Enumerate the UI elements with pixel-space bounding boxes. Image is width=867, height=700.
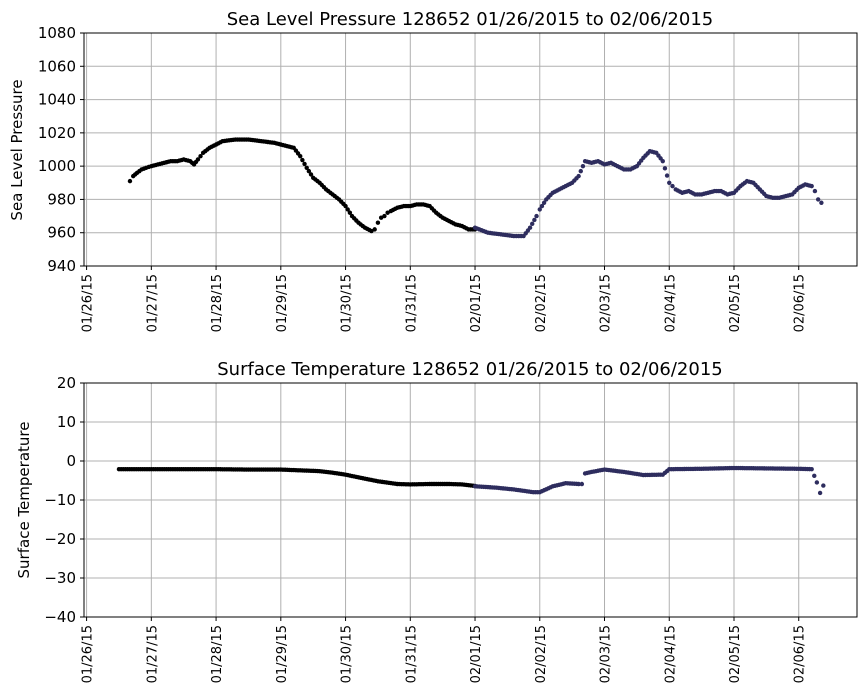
y-tick-label: 1020 bbox=[38, 124, 76, 142]
x-tick-label: 02/03/15 bbox=[599, 274, 614, 332]
series-2 bbox=[472, 465, 826, 496]
data-point bbox=[812, 188, 818, 194]
y-axis-label: Sea Level Pressure bbox=[8, 79, 26, 220]
x-tick-label: 01/29/15 bbox=[275, 274, 290, 332]
x-tick-label: 01/28/15 bbox=[210, 625, 225, 683]
data-point bbox=[532, 217, 537, 223]
x-tick-label: 02/03/15 bbox=[599, 625, 614, 683]
x-tick-label: 01/26/15 bbox=[81, 274, 96, 332]
x-tick-label: 01/30/15 bbox=[340, 274, 355, 332]
y-tick-label: −30 bbox=[44, 569, 76, 587]
data-point bbox=[372, 227, 377, 232]
data-point bbox=[578, 168, 583, 174]
x-tick-label: 02/01/15 bbox=[469, 274, 484, 332]
sea-level-pressure-chart: Sea Level Pressure 128652 01/26/2015 to … bbox=[8, 9, 858, 332]
data-point bbox=[819, 200, 824, 205]
x-tick-label: 02/06/15 bbox=[793, 274, 808, 332]
data-point bbox=[664, 173, 670, 178]
plot-frame bbox=[83, 32, 858, 267]
data-point bbox=[537, 207, 542, 212]
data-point bbox=[343, 203, 348, 209]
x-tick-label: 02/02/15 bbox=[534, 625, 549, 683]
series-1 bbox=[127, 137, 478, 234]
data-point bbox=[579, 481, 585, 487]
surface-temperature-chart: Surface Temperature 128652 01/26/2015 to… bbox=[15, 359, 858, 683]
y-tick-label: 1080 bbox=[38, 24, 76, 42]
data-point bbox=[809, 183, 814, 189]
y-tick-label: 20 bbox=[57, 374, 76, 392]
data-point bbox=[534, 213, 539, 219]
y-tick-label: 1060 bbox=[38, 57, 76, 75]
data-point bbox=[345, 207, 350, 212]
data-point bbox=[812, 473, 817, 479]
data-point bbox=[539, 203, 545, 209]
data-point bbox=[302, 161, 307, 167]
data-point bbox=[817, 490, 823, 496]
x-tick-label: 02/05/15 bbox=[728, 625, 743, 683]
y-tick-label: −40 bbox=[44, 608, 76, 626]
x-tick-label: 01/28/15 bbox=[210, 274, 225, 332]
y-tick-label: 980 bbox=[47, 190, 76, 208]
y-tick-label: 1040 bbox=[38, 91, 76, 109]
data-point bbox=[662, 166, 668, 171]
x-tick-label: 01/30/15 bbox=[340, 625, 355, 683]
series-1 bbox=[116, 466, 478, 489]
data-point bbox=[670, 183, 675, 189]
y-tick-label: −20 bbox=[44, 530, 76, 548]
x-tick-label: 01/26/15 bbox=[81, 625, 96, 683]
data-point bbox=[530, 221, 535, 227]
data-point bbox=[815, 197, 821, 202]
data-point bbox=[308, 172, 314, 177]
data-point bbox=[298, 153, 303, 159]
x-tick-label: 02/01/15 bbox=[469, 625, 484, 683]
x-tick-label: 01/31/15 bbox=[404, 274, 419, 332]
data-point bbox=[580, 163, 586, 169]
data-point bbox=[304, 165, 309, 171]
data-point bbox=[527, 225, 533, 230]
data-point bbox=[660, 158, 665, 164]
data-point bbox=[195, 157, 201, 162]
data-point bbox=[576, 481, 581, 487]
y-tick-label: 10 bbox=[57, 413, 76, 431]
y-tick-label: −10 bbox=[44, 491, 76, 509]
chart-title: Sea Level Pressure 128652 01/26/2015 to … bbox=[227, 9, 714, 30]
y-axis-label: Surface Temperature bbox=[15, 422, 33, 579]
series-2 bbox=[472, 148, 824, 239]
x-tick-label: 01/27/15 bbox=[145, 625, 160, 683]
chart-title: Surface Temperature 128652 01/26/2015 to… bbox=[217, 359, 722, 380]
data-point bbox=[378, 215, 384, 220]
x-tick-label: 02/05/15 bbox=[728, 274, 743, 332]
y-tick-label: 0 bbox=[66, 452, 76, 470]
data-point bbox=[382, 213, 387, 219]
data-point bbox=[347, 210, 353, 215]
data-point bbox=[667, 180, 672, 185]
data-point bbox=[576, 173, 581, 179]
data-point bbox=[375, 220, 381, 225]
x-tick-label: 02/04/15 bbox=[663, 274, 678, 332]
data-point bbox=[300, 157, 305, 163]
x-tick-label: 02/04/15 bbox=[663, 625, 678, 683]
x-tick-label: 02/06/15 bbox=[793, 625, 808, 683]
x-tick-label: 02/02/15 bbox=[534, 274, 549, 332]
data-point bbox=[369, 228, 374, 234]
x-tick-label: 01/31/15 bbox=[404, 625, 419, 683]
data-point bbox=[814, 480, 820, 485]
data-point bbox=[385, 210, 390, 215]
plot-frame bbox=[83, 382, 858, 618]
y-tick-label: 960 bbox=[47, 224, 76, 242]
data-point bbox=[821, 483, 826, 488]
x-tick-label: 01/29/15 bbox=[275, 625, 290, 683]
data-point bbox=[306, 168, 312, 174]
data-point bbox=[809, 466, 814, 472]
data-point bbox=[127, 178, 133, 184]
x-tick-label: 01/27/15 bbox=[145, 274, 160, 332]
y-tick-label: 1000 bbox=[38, 157, 76, 175]
data-point bbox=[541, 200, 547, 205]
data-point bbox=[198, 153, 203, 159]
y-tick-label: 940 bbox=[47, 257, 76, 275]
